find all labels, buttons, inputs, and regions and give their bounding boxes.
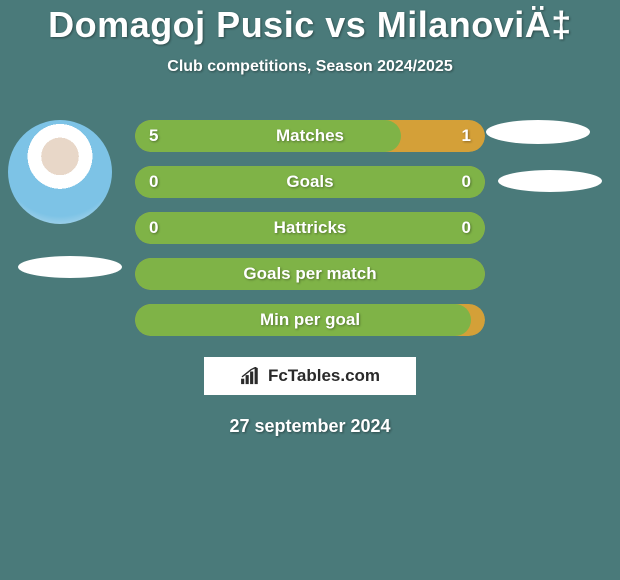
player1-name-pill	[18, 256, 122, 278]
bar-value-left: 0	[149, 172, 158, 192]
stat-bar-hattricks: 0 Hattricks 0	[135, 212, 485, 244]
bar-value-right: 1	[462, 126, 471, 146]
comparison-card: Domagoj Pusic vs MilanoviÄ‡ Club competi…	[0, 0, 620, 437]
bar-label: Goals per match	[243, 264, 376, 284]
stat-bar-min-per-goal: Min per goal	[135, 304, 485, 336]
bar-label: Matches	[276, 126, 344, 146]
date-line: 27 september 2024	[0, 416, 620, 437]
player2-avatar-pill	[486, 120, 590, 144]
stat-bar-matches: 5 Matches 1	[135, 120, 485, 152]
bar-value-right: 0	[462, 218, 471, 238]
subtitle: Club competitions, Season 2024/2025	[0, 58, 620, 76]
bar-label: Min per goal	[260, 310, 360, 330]
bar-value-left: 0	[149, 218, 158, 238]
brand-badge[interactable]: FcTables.com	[201, 354, 419, 398]
comparison-body: 5 Matches 1 0 Goals 0 0 Hattricks 0 Goals per mat…	[0, 120, 620, 336]
stat-bars: 5 Matches 1 0 Goals 0 0 Hattricks 0 Goals per mat…	[135, 120, 485, 336]
stat-bar-goals: 0 Goals 0	[135, 166, 485, 198]
brand-chart-icon	[240, 367, 262, 385]
bar-value-left: 5	[149, 126, 158, 146]
player1-avatar	[8, 120, 112, 224]
stat-bar-goals-per-match: Goals per match	[135, 258, 485, 290]
brand-text: FcTables.com	[268, 366, 380, 386]
bar-label: Hattricks	[274, 218, 347, 238]
bar-label: Goals	[286, 172, 333, 192]
player2-name-pill	[498, 170, 602, 192]
page-title: Domagoj Pusic vs MilanoviÄ‡	[0, 4, 620, 46]
bar-value-right: 0	[462, 172, 471, 192]
bar-fill-left	[135, 120, 401, 152]
